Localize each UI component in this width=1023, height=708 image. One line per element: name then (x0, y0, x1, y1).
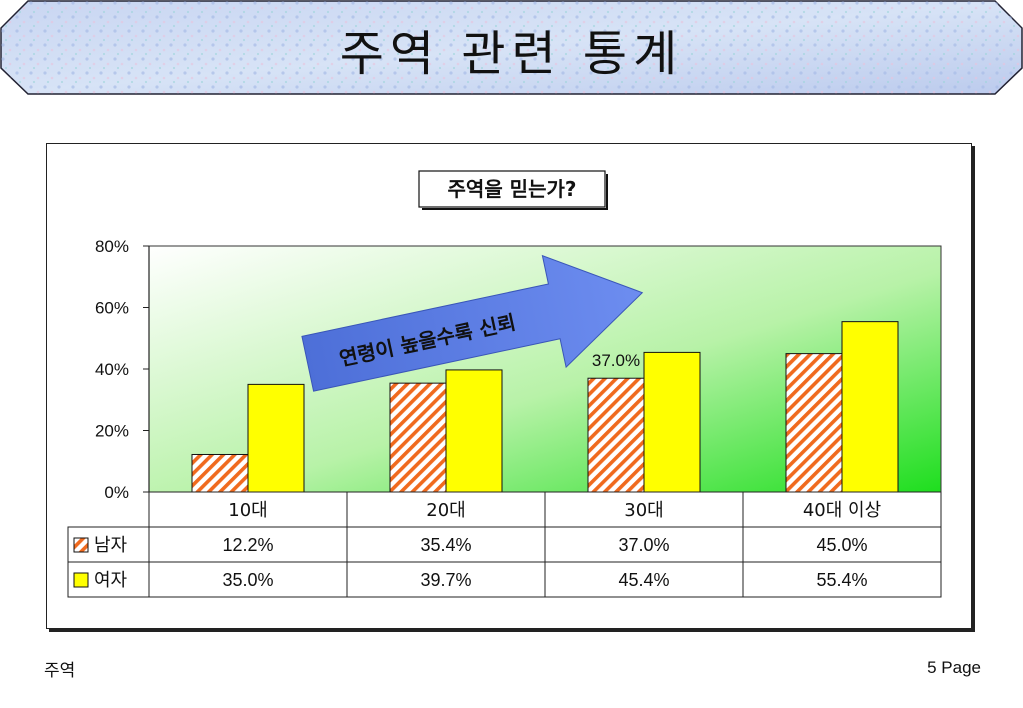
table-cell-value: 39.7% (420, 570, 471, 590)
table-cell-value: 12.2% (222, 535, 273, 555)
y-tick-label: 20% (95, 422, 129, 441)
x-tick-label: 30대 (624, 500, 663, 521)
bar-female (643, 351, 701, 493)
table-cell-value: 37.0% (618, 535, 669, 555)
footer-left: 주역 (44, 661, 76, 681)
chart-svg: 0%20%40%60%80% 37.0% 연령이 높을수록 신뢰 10대 20대 3… (67, 170, 942, 598)
title-banner (0, 0, 1023, 95)
bar-female (841, 321, 899, 493)
x-tick-label: 20대 (426, 500, 465, 521)
legend-swatch-male (73, 537, 89, 553)
table-cell-value: 55.4% (816, 570, 867, 590)
chart-title-box (418, 170, 606, 208)
trend-arrow-shape (301, 254, 644, 392)
table-cell-value: 45.4% (618, 570, 669, 590)
table-cell-value: 45.0% (816, 535, 867, 555)
bar-male (587, 377, 645, 493)
slide-title: 주역 관련 통계 (339, 26, 684, 82)
table-cell-value: 35.4% (420, 535, 471, 555)
table-cell-value: 35.0% (222, 570, 273, 590)
y-tick-label: 0% (104, 483, 129, 502)
data-label-annotation: 37.0% (592, 351, 640, 370)
legend-swatch-female (73, 572, 89, 588)
bar-female (247, 383, 305, 493)
y-tick-label: 60% (95, 299, 129, 318)
bar-male (389, 382, 447, 493)
bar-male (785, 353, 843, 493)
page-number: 5 Page (927, 658, 981, 677)
bar-male (191, 453, 249, 493)
legend-label-male: 남자 (94, 535, 128, 556)
x-tick-label: 10대 (228, 500, 267, 521)
y-tick-label: 40% (95, 360, 129, 379)
legend-label-female: 여자 (94, 570, 128, 591)
x-tick-label: 40대 이상 (803, 500, 881, 521)
bar-female (445, 369, 503, 493)
y-tick-label: 80% (95, 237, 129, 256)
chart-title: 주역을 믿는가? (448, 177, 577, 201)
